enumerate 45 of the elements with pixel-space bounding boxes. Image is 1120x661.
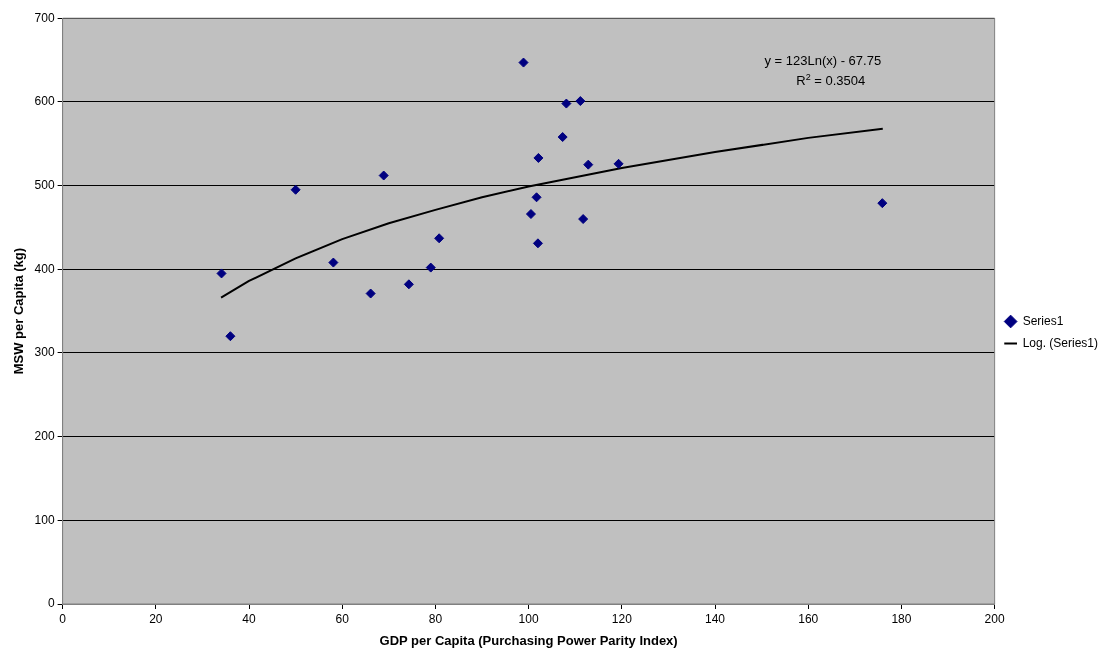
- point: [525, 209, 536, 220]
- point: [518, 57, 529, 68]
- legend-label: Series1: [1022, 313, 1064, 328]
- y-tick-label: 200: [34, 428, 55, 443]
- annotation: y = 123Ln(x) - 67.75: [764, 52, 882, 68]
- point: [216, 268, 227, 279]
- point: [225, 331, 236, 342]
- x-tick-label: 60: [335, 611, 350, 626]
- y-tick-label: 0: [47, 596, 55, 611]
- point: [328, 257, 339, 268]
- point: [561, 98, 572, 109]
- point: [583, 159, 594, 170]
- x-tick-label: 160: [798, 611, 819, 626]
- point: [877, 198, 888, 209]
- point: [378, 170, 389, 181]
- point: [290, 184, 301, 195]
- x-axis-title: GDP per Capita (Purchasing Power Parity Index): [379, 632, 678, 648]
- point: [557, 132, 568, 143]
- y-tick-label: 100: [34, 512, 55, 527]
- point: [578, 214, 589, 225]
- x-tick-label: 40: [242, 611, 257, 626]
- x-tick-label: 0: [59, 611, 67, 626]
- x-tick-label: 80: [428, 611, 443, 626]
- point: [531, 192, 542, 203]
- y-axis-title: MSW per Capita (kg): [11, 247, 27, 375]
- x-tick-label: 180: [891, 611, 912, 626]
- x-tick-label: 140: [705, 611, 726, 626]
- y-tick-label: 500: [34, 177, 55, 192]
- point: [434, 233, 445, 244]
- y-tick-label: 300: [34, 345, 55, 360]
- y-tick-label: 400: [34, 261, 55, 276]
- x-tick-label: 20: [149, 611, 163, 626]
- point: [533, 152, 544, 163]
- point: [613, 158, 624, 169]
- x-tick-label: 200: [984, 611, 1005, 626]
- point: [532, 238, 543, 249]
- point: [425, 262, 436, 273]
- point: [575, 96, 586, 107]
- point: [403, 279, 414, 290]
- x-tick-label: 120: [611, 611, 633, 626]
- point: [365, 288, 376, 299]
- legend-label: Log. (Series1): [1022, 335, 1099, 350]
- y-tick-label: 600: [34, 94, 55, 109]
- y-tick-label: 700: [34, 10, 55, 25]
- x-tick-label: 100: [518, 611, 539, 626]
